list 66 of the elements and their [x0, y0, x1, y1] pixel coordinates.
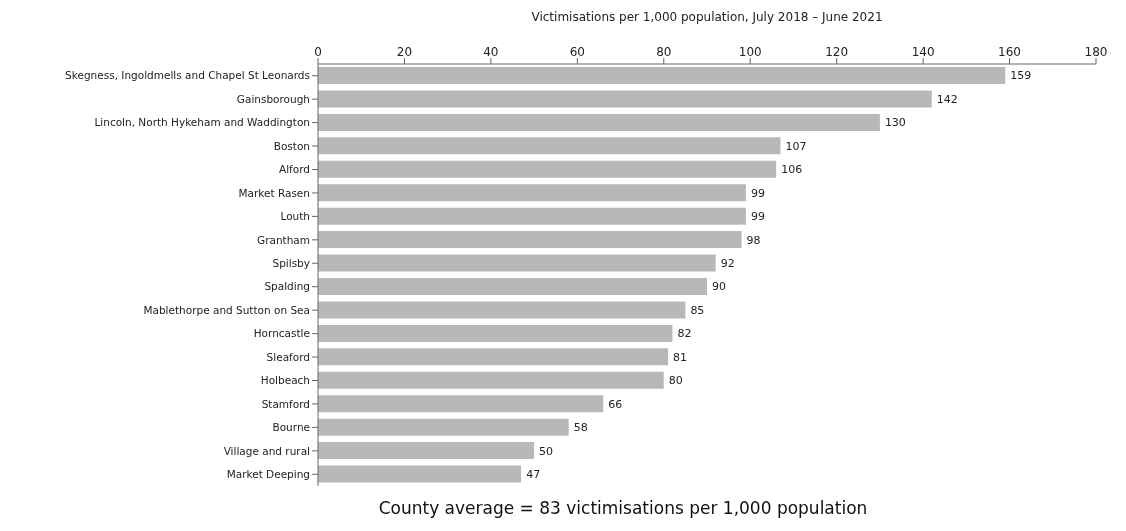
- y-tick-label: Grantham: [257, 233, 310, 246]
- y-tick-label: Stamford: [261, 397, 310, 410]
- y-tick-label: Horncastle: [253, 327, 310, 340]
- bar: [318, 90, 932, 108]
- y-tick-label: Market Deeping: [226, 468, 310, 481]
- data-label: 142: [936, 92, 958, 106]
- data-label: 130: [884, 116, 906, 130]
- data-label: 98: [746, 233, 761, 247]
- y-tick-label: Boston: [273, 139, 310, 152]
- bar: [318, 395, 604, 413]
- bar: [318, 418, 569, 436]
- bar: [318, 207, 746, 225]
- y-tick-label: Alford: [278, 163, 310, 176]
- x-tick-label: 160: [998, 45, 1022, 59]
- x-tick-label: 0: [314, 45, 322, 59]
- x-tick-label: 180: [1084, 45, 1108, 59]
- y-tick-label: Spilsby: [272, 257, 310, 270]
- x-tick-label: 60: [569, 45, 585, 59]
- y-tick-label: Gainsborough: [236, 92, 310, 105]
- data-label: 50: [539, 444, 554, 458]
- data-label: 92: [720, 256, 735, 270]
- y-tick-label: Louth: [280, 210, 310, 223]
- y-tick-label: Bourne: [272, 421, 310, 434]
- x-tick-label: 80: [656, 45, 672, 59]
- y-tick-label: Holbeach: [260, 374, 310, 387]
- y-tick-label: Mablethorpe and Sutton on Sea: [143, 303, 310, 316]
- bar: [318, 301, 686, 319]
- bar: [318, 113, 880, 131]
- bar: [318, 442, 535, 460]
- x-tick-label: 140: [911, 45, 935, 59]
- data-label: 107: [785, 139, 807, 153]
- text: County average = 83 victimisations per 1,000 population: [377, 498, 869, 518]
- x-tick-label: 40: [483, 45, 499, 59]
- data-label: 85: [690, 303, 705, 317]
- data-label: 106: [781, 163, 803, 177]
- x-tick-label: 20: [396, 45, 413, 59]
- y-tick-label: Lincoln, North Hykeham and Waddington: [94, 116, 310, 129]
- bar: [318, 254, 716, 272]
- data-label: 58: [573, 421, 588, 435]
- data-label: 47: [526, 467, 541, 481]
- data-label: 82: [677, 327, 692, 341]
- bar: [318, 184, 746, 202]
- bar: [318, 231, 742, 249]
- y-tick-label: Spalding: [264, 280, 310, 293]
- data-label: 90: [712, 280, 726, 294]
- data-label: 99: [750, 186, 765, 200]
- bar: [318, 160, 777, 178]
- data-label: 159: [1010, 69, 1032, 83]
- data-label: 99: [750, 210, 765, 224]
- y-tick-label: Skegness, Ingoldmells and Chapel St Leonards: [65, 69, 310, 82]
- x-tick-label: 120: [825, 45, 849, 59]
- bar: [318, 324, 673, 342]
- bar: [318, 465, 522, 483]
- data-label: 66: [608, 397, 623, 411]
- bar: [318, 67, 1006, 84]
- y-tick-label: Village and rural: [223, 444, 310, 457]
- data-label: 80: [668, 374, 683, 388]
- x-tick-label: 100: [738, 45, 762, 59]
- y-tick-label: Sleaford: [266, 350, 310, 363]
- bar: [318, 137, 781, 155]
- y-tick-label: Market Rasen: [238, 186, 310, 199]
- bar: [318, 371, 664, 389]
- data-label: 81: [673, 350, 688, 364]
- x-axis-title: Victimisations per 1,000 population, July 2018 – June 2021: [531, 9, 883, 24]
- bar: [318, 278, 707, 295]
- bar: [318, 348, 669, 366]
